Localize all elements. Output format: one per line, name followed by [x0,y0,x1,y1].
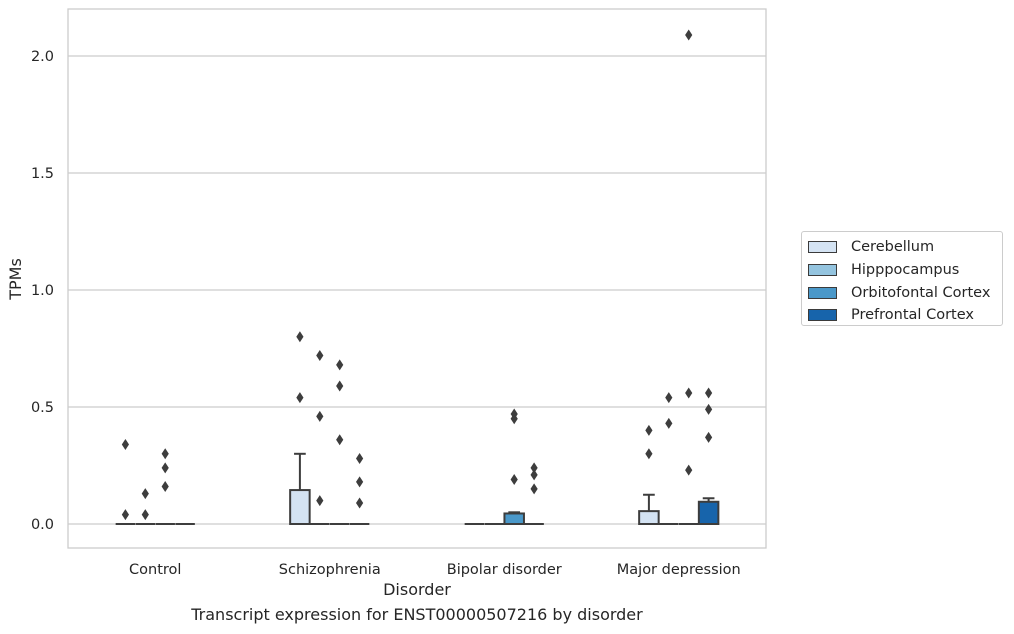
outlier-point [161,448,169,460]
outlier-point [510,474,518,486]
outlier-point [665,392,673,404]
gridlines [68,55,766,525]
outlier-point [685,464,693,476]
outlier-point [296,392,304,404]
x-tick-label: Major depression [617,562,741,578]
outlier-point [705,387,713,399]
outlier-point [530,469,538,481]
legend-swatch [808,309,837,322]
outlier-point [296,331,304,343]
box-body [503,512,525,525]
y-tick-labels: 0.0 0.5 1.0 1.5 2.0 [31,49,54,533]
figure-caption: Transcript expression for ENST0000050721… [191,605,643,624]
legend-swatch [808,264,837,277]
outlier-point [316,410,324,422]
outlier-point [336,380,344,392]
legend-swatch [808,241,837,254]
legend-item: Cerebellum [808,236,1002,259]
x-tick-label: Bipolar disorder [447,562,562,578]
outlier-markers [121,29,713,521]
outlier-point [356,497,364,509]
x-tick-label: Control [129,562,181,578]
box-cerebellum [638,493,660,526]
outlier-point [316,350,324,362]
box-body [697,500,720,525]
outlier-point [665,417,673,429]
outlier-point [685,387,693,399]
outlier-point [645,424,653,436]
outlier-point [141,509,149,521]
outlier-point [356,452,364,464]
y-tick-label: 2.0 [31,49,54,65]
box-cerebellum [289,452,311,526]
outlier-point [121,438,129,450]
legend-label: Hipppocampus [851,262,960,279]
outlier-point [645,448,653,460]
box-prefrontal-cortex [697,497,720,525]
box-body [289,489,311,526]
outlier-point [530,483,538,495]
y-tick-label: 0.5 [31,400,54,416]
y-tick-label: 1.0 [31,283,54,299]
outlier-point [316,495,324,507]
x-axis-label: Disorder [383,580,451,599]
outlier-point [685,29,693,41]
legend-swatch [808,286,837,299]
y-tick-label: 1.5 [31,166,54,182]
outlier-point [510,413,518,425]
x-tick-labels: Control Schizophrenia Bipolar disorder Majo… [129,562,741,578]
outlier-point [161,481,169,493]
legend: Cerebellum Hipppocampus Orbitofontal Corte… [801,231,1003,326]
plot-frame [67,8,767,549]
outlier-point [336,434,344,446]
legend-item: Orbitofontal Cortex [808,281,1002,304]
legend-item: Hipppocampus [808,259,1002,282]
outlier-point [530,462,538,474]
outlier-point [356,476,364,488]
outlier-point [141,488,149,500]
outlier-point [705,403,713,415]
outlier-point [161,462,169,474]
outlier-point [336,359,344,371]
legend-label: Orbitofontal Cortex [851,284,991,301]
y-axis-label: TPMs [6,258,25,301]
legend-label: Cerebellum [851,239,935,256]
legend-label: Prefrontal Cortex [851,307,974,324]
outlier-point [121,509,129,521]
x-tick-label: Schizophrenia [279,562,381,578]
boxes [115,452,720,526]
outlier-point [705,431,713,443]
legend-item: Prefrontal Cortex [808,304,1002,327]
y-tick-label: 0.0 [31,517,54,533]
box-orbitofontal-cortex [503,511,525,525]
box-body [638,510,660,526]
